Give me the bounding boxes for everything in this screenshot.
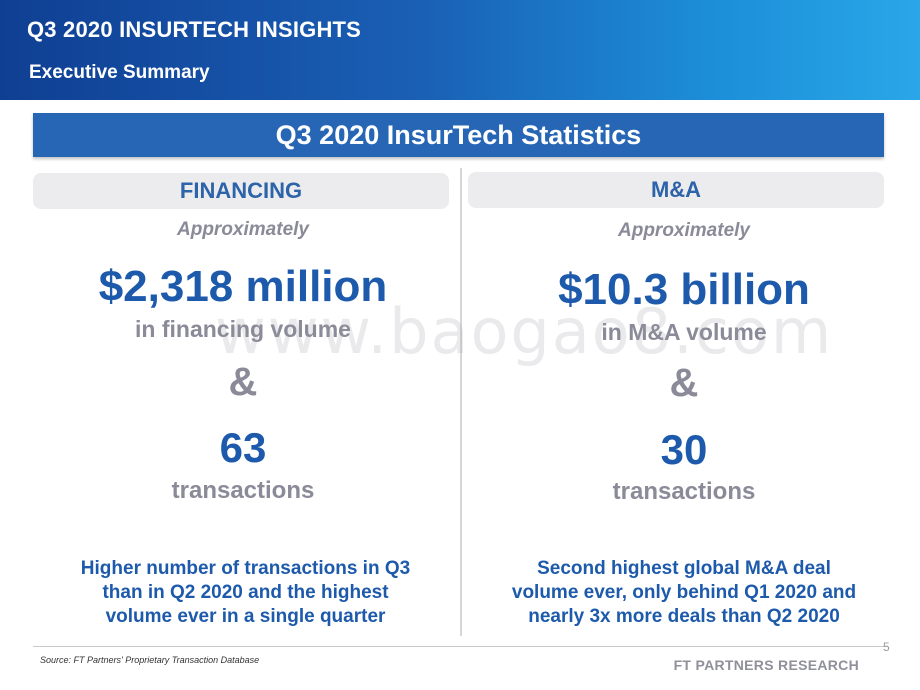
- financing-approx: Approximately: [177, 219, 309, 240]
- footer-rule: [33, 646, 888, 647]
- footer-brand: FT PARTNERS RESEARCH: [673, 657, 859, 673]
- financing-amount-label: in financing volume: [135, 316, 351, 342]
- financing-amount: $2,318 million: [98, 262, 388, 311]
- page-subtitle: Executive Summary: [29, 62, 210, 83]
- page-number: 5: [883, 640, 890, 654]
- column-divider: [460, 168, 462, 636]
- stats-banner: Q3 2020 InsurTech Statistics: [33, 113, 884, 157]
- ma-count: 30: [660, 426, 708, 473]
- ma-amount: $10.3 billion: [558, 265, 810, 314]
- ma-description: Second highest global M&A deal volume ev…: [511, 558, 857, 627]
- ma-heading: M&A: [468, 172, 884, 208]
- financing-heading: FINANCING: [33, 173, 449, 209]
- page-title: Q3 2020 INSURTECH INSIGHTS: [27, 17, 362, 42]
- source-note: Source: FT Partners' Proprietary Transac…: [40, 655, 260, 665]
- financing-description: Higher number of transactions in Q3 than…: [80, 558, 411, 627]
- ma-count-label: transactions: [612, 478, 756, 505]
- ma-column: Approximately $10.3 billion in M&A volum…: [468, 0, 900, 690]
- ma-amount-label: in M&A volume: [601, 319, 767, 345]
- financing-ampersand: &: [228, 360, 258, 404]
- ma-ampersand: &: [669, 361, 699, 405]
- header-bar: Q3 2020 INSURTECH INSIGHTS Executive Sum…: [0, 0, 920, 100]
- financing-count: 63: [219, 424, 267, 471]
- ma-approx: Approximately: [618, 220, 750, 241]
- financing-count-label: transactions: [171, 477, 315, 504]
- financing-column: Approximately $2,318 million in financin…: [33, 0, 453, 690]
